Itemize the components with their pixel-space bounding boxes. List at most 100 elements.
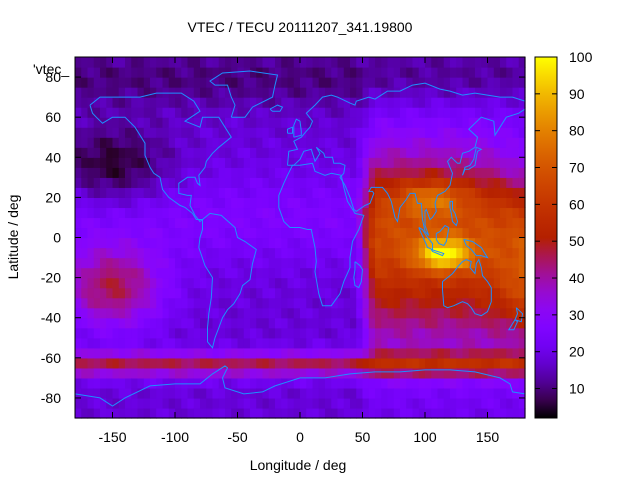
heatmap-cell xyxy=(362,97,370,108)
heatmap-cell xyxy=(356,107,364,118)
heatmap-cell xyxy=(318,307,326,319)
heatmap-cell xyxy=(293,107,301,118)
heatmap-cell xyxy=(293,237,301,249)
heatmap-cell xyxy=(118,327,126,339)
heatmap-cell xyxy=(487,197,495,209)
heatmap-cell xyxy=(93,157,101,168)
heatmap-cell xyxy=(387,127,395,138)
heatmap-cell xyxy=(200,397,207,409)
heatmap-cell xyxy=(456,307,464,319)
heatmap-cell xyxy=(225,207,232,219)
heatmap-cell xyxy=(468,117,476,128)
heatmap-cell xyxy=(118,187,126,198)
heatmap-cell xyxy=(406,387,414,399)
heatmap-cell xyxy=(518,267,526,279)
heatmap-cell xyxy=(143,217,151,229)
heatmap-cell xyxy=(100,267,107,279)
heatmap-cell xyxy=(81,67,89,78)
heatmap-cell xyxy=(218,127,226,138)
heatmap-cell xyxy=(150,237,157,249)
heatmap-cell xyxy=(237,107,245,118)
heatmap-cell xyxy=(300,207,307,219)
heatmap-cell xyxy=(262,127,270,138)
heatmap-cell xyxy=(518,127,526,138)
heatmap-cell xyxy=(400,237,407,249)
heatmap-cell xyxy=(456,177,464,188)
heatmap-cell xyxy=(462,157,470,168)
heatmap-cell xyxy=(168,147,176,158)
heatmap-cell xyxy=(331,77,339,88)
heatmap-cell xyxy=(118,377,126,389)
heatmap-cell xyxy=(350,147,357,158)
heatmap-cell xyxy=(81,157,89,168)
heatmap-cell xyxy=(225,97,232,108)
heatmap-cell xyxy=(381,377,389,389)
heatmap-cell xyxy=(500,307,507,319)
heatmap-cell xyxy=(206,117,214,128)
heatmap-cell xyxy=(256,407,264,419)
heatmap-cell xyxy=(412,147,420,158)
heatmap-cell xyxy=(193,287,201,299)
heatmap-cell xyxy=(256,157,264,168)
heatmap-cell xyxy=(512,397,520,409)
heatmap-cell xyxy=(112,337,120,349)
heatmap-cell xyxy=(237,147,245,158)
heatmap-cell xyxy=(187,257,195,269)
heatmap-cell xyxy=(237,247,245,259)
heatmap-cell xyxy=(237,57,245,68)
heatmap-cell xyxy=(412,377,420,389)
heatmap-cell xyxy=(275,367,282,379)
heatmap-cell xyxy=(506,77,514,88)
heatmap-cell xyxy=(393,377,401,389)
heatmap-cell xyxy=(131,227,139,239)
heatmap-cell xyxy=(131,237,139,249)
heatmap-cell xyxy=(350,357,357,369)
heatmap-cell xyxy=(431,357,439,369)
heatmap-cell xyxy=(431,177,439,188)
heatmap-cell xyxy=(106,227,114,239)
heatmap-cell xyxy=(368,407,376,419)
heatmap-cell xyxy=(418,247,426,259)
heatmap-cell xyxy=(81,57,89,68)
heatmap-cell xyxy=(175,317,182,329)
heatmap-cell xyxy=(237,367,245,379)
heatmap-cell xyxy=(350,67,357,78)
heatmap-cell xyxy=(218,387,226,399)
heatmap-cell xyxy=(87,187,95,198)
heatmap-cell xyxy=(362,137,370,148)
heatmap-cell xyxy=(456,197,464,209)
heatmap-cell xyxy=(356,227,364,239)
heatmap-cell xyxy=(131,287,139,299)
heatmap-cell xyxy=(437,157,445,168)
heatmap-cell xyxy=(218,327,226,339)
heatmap-cell xyxy=(425,257,432,269)
heatmap-cell xyxy=(393,147,401,158)
heatmap-cell xyxy=(400,407,407,419)
heatmap-cell xyxy=(412,97,420,108)
heatmap-cell xyxy=(400,257,407,269)
heatmap-cell xyxy=(437,197,445,209)
heatmap-cell xyxy=(81,237,89,249)
heatmap-cell xyxy=(325,247,332,259)
heatmap-cell xyxy=(325,107,332,118)
heatmap-cell xyxy=(462,287,470,299)
heatmap-cell xyxy=(193,337,201,349)
heatmap-cell xyxy=(368,317,376,329)
heatmap-cell xyxy=(193,247,201,259)
heatmap-cell xyxy=(418,97,426,108)
heatmap-cell xyxy=(93,287,101,299)
heatmap-cell xyxy=(468,57,476,68)
heatmap-cell xyxy=(287,297,295,309)
heatmap-cell xyxy=(475,167,482,178)
heatmap-cell xyxy=(343,227,351,239)
heatmap-cell xyxy=(481,227,489,239)
heatmap-cell xyxy=(206,97,214,108)
heatmap-cell xyxy=(106,407,114,419)
heatmap-cell xyxy=(262,247,270,259)
colorbar-tick-label: 60 xyxy=(569,196,585,212)
heatmap-cell xyxy=(318,187,326,198)
heatmap-cell xyxy=(518,217,526,229)
heatmap-cell xyxy=(512,117,520,128)
heatmap-cell xyxy=(387,277,395,289)
heatmap-cell xyxy=(481,67,489,78)
